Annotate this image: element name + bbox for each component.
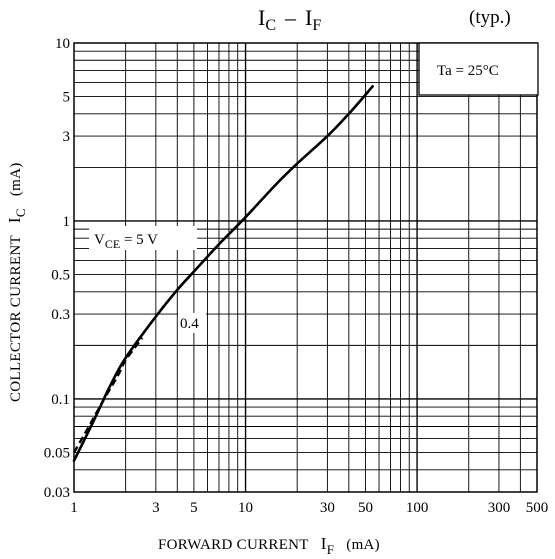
x-tick-label: 30: [320, 500, 335, 516]
plot-frame: [73, 42, 538, 493]
y-tick-label: 3: [63, 129, 71, 145]
annotation-04-bg: [178, 313, 206, 333]
x-axis-label: FORWARD CURRENT IF (mA): [158, 534, 380, 557]
annotation-vce5: VCE = 5 V: [94, 232, 158, 251]
y-axis-label: COLLECTOR CURRENTIC(mA): [5, 162, 28, 402]
x-tick-label: 50: [358, 500, 373, 516]
series-line-dashed: [72, 337, 144, 454]
x-tick-label: 500: [526, 500, 549, 516]
conditions-text: Ta = 25°C: [437, 63, 499, 79]
y-tick-label: 0.5: [51, 268, 70, 284]
y-tick-labels: 0.03 0.05 0.1 0.3 0.5 1 3 5 10: [44, 36, 70, 501]
grid: [74, 43, 537, 492]
series-line-solid: [72, 85, 374, 462]
y-tick-label: 5: [63, 90, 71, 106]
annotation-04: 0.4: [180, 316, 199, 332]
chart-title: IC – IF: [258, 5, 321, 34]
chart-title-note: (typ.): [469, 7, 511, 28]
y-tick-label: 0.05: [44, 446, 70, 462]
x-tick-label: 3: [152, 500, 160, 516]
y-tick-label: 1: [63, 214, 71, 230]
y-tick-label: 0.3: [51, 307, 70, 323]
x-tick-label: 1: [70, 500, 78, 516]
y-tick-label: 10: [55, 36, 70, 52]
y-tick-label: 0.03: [44, 485, 70, 501]
x-tick-label: 5: [190, 500, 198, 516]
x-tick-label: 300: [488, 500, 511, 516]
x-tick-label: 10: [238, 500, 253, 516]
y-tick-label: 0.1: [51, 392, 70, 408]
x-tick-label: 100: [406, 500, 429, 516]
conditions-box: [418, 42, 539, 96]
annotation-vce5-bg: [89, 226, 197, 250]
x-tick-labels: 1 3 5 10 30 50 100 300 500: [70, 500, 548, 516]
